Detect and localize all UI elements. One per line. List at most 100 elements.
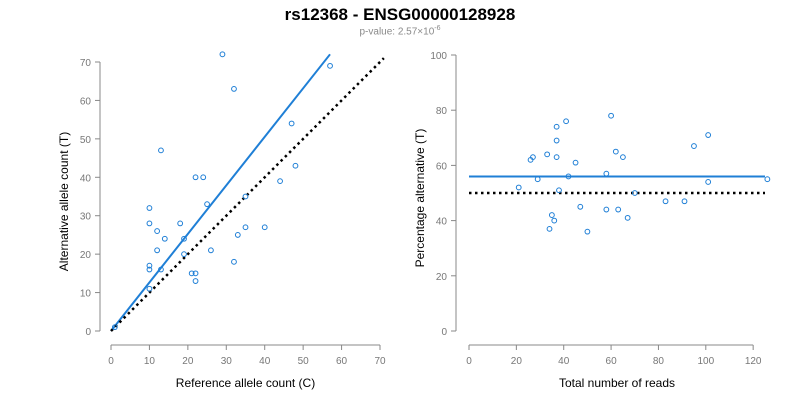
data-point [608,112,614,119]
data-point [624,214,631,221]
data-point [208,247,214,254]
data-point [327,62,333,69]
y-tick-label: 0 [441,327,447,338]
y-tick-label: 100 [430,51,447,62]
data-point [705,132,712,138]
x-tick-label: 30 [221,356,233,367]
data-point [146,205,153,211]
data-point [681,198,688,205]
x-tick-label: 70 [374,356,386,367]
data-point [277,178,283,185]
p-value-exponent: -6 [434,25,441,32]
y-tick-label: 40 [80,173,92,184]
y-tick-label: 0 [85,327,91,338]
data-point [534,176,541,183]
chart-subtitle: p-value: 2.57×10-6 [0,25,800,37]
chart-title: rs12368 - ENSG00000128928 [284,5,516,24]
data-point [548,212,555,218]
data-point [146,285,153,292]
data-point [161,235,168,242]
data-point [288,120,295,127]
y-tick-label: 70 [80,58,92,69]
data-point [192,278,199,284]
chart-panel-1: 0 10 20 30 40 50 60 70 0 10 20 30 40 50 60 70 Reference … [57,51,386,390]
data-point [620,154,626,161]
data-point [530,154,536,161]
p-value-text: p-value: 2.57×10 [359,26,435,38]
data-point [292,162,299,169]
data-point [242,224,249,231]
data-point [146,266,153,273]
data-point [188,270,195,277]
data-point [111,324,118,331]
data-point [556,187,562,194]
data-point [146,262,153,269]
y-tick-label: 20 [80,250,92,261]
data-point [565,173,572,180]
regression-line [110,53,331,332]
data-point [219,51,226,58]
data-point [612,148,619,155]
data-point [204,201,210,208]
data-point [603,206,610,213]
x-tick-label: 40 [259,356,271,367]
y-tick-label: 50 [80,135,92,146]
data-point [705,179,712,185]
data-point [577,203,584,210]
y-tick-label: 20 [436,272,448,283]
chart-panel-2: 0 20 40 60 80 100 120 0 20 40 60 80 100 Total number … [413,51,771,390]
data-point [154,247,161,254]
data-point [551,217,558,224]
y-tick-label: 60 [80,96,92,107]
x-tick-label: 50 [298,356,310,367]
x-tick-label: 0 [466,356,472,367]
y-axis-title: Percentage alternative (T) [413,129,427,268]
x-tick-label: 120 [745,356,762,367]
data-point [200,174,207,181]
data-point [544,151,551,158]
x-tick-label: 40 [558,356,570,367]
y-tick-label: 40 [436,217,448,228]
data-point [691,143,697,149]
data-point [584,228,591,235]
y-tick-label: 10 [80,289,92,300]
x-tick-label: 100 [697,356,714,367]
data-point [192,270,199,277]
data-point [764,176,771,183]
data-point [158,147,164,154]
y-tick-label: 60 [436,161,448,172]
data-point [158,266,164,273]
data-point [515,184,522,191]
x-tick-label: 20 [511,356,523,367]
data-point [631,190,638,196]
data-point [546,225,553,232]
x-tick-label: 80 [653,356,665,367]
data-point [192,174,199,181]
data-point [662,198,669,205]
x-axis-title: Reference allele count (C) [176,376,315,390]
data-point [231,258,237,265]
data-point [231,86,237,92]
data-point [154,228,161,234]
x-tick-label: 60 [336,356,348,367]
data-point [615,206,622,213]
y-axis-title: Alternative allele count (T) [57,132,71,271]
data-point [553,137,560,144]
data-point [553,123,560,130]
x-tick-label: 60 [606,356,618,367]
y-tick-label: 80 [436,106,448,117]
x-tick-label: 0 [108,356,114,367]
data-point [261,224,268,231]
data-point [181,251,187,258]
data-point [234,232,241,238]
y-tick-label: 30 [80,212,92,223]
data-point [177,220,184,227]
data-point [603,170,610,177]
x-tick-label: 20 [182,356,194,367]
x-tick-label: 10 [144,356,156,367]
x-axis-title: Total number of reads [559,376,675,390]
data-point [572,159,579,166]
data-point [146,220,153,227]
data-point [553,154,560,161]
